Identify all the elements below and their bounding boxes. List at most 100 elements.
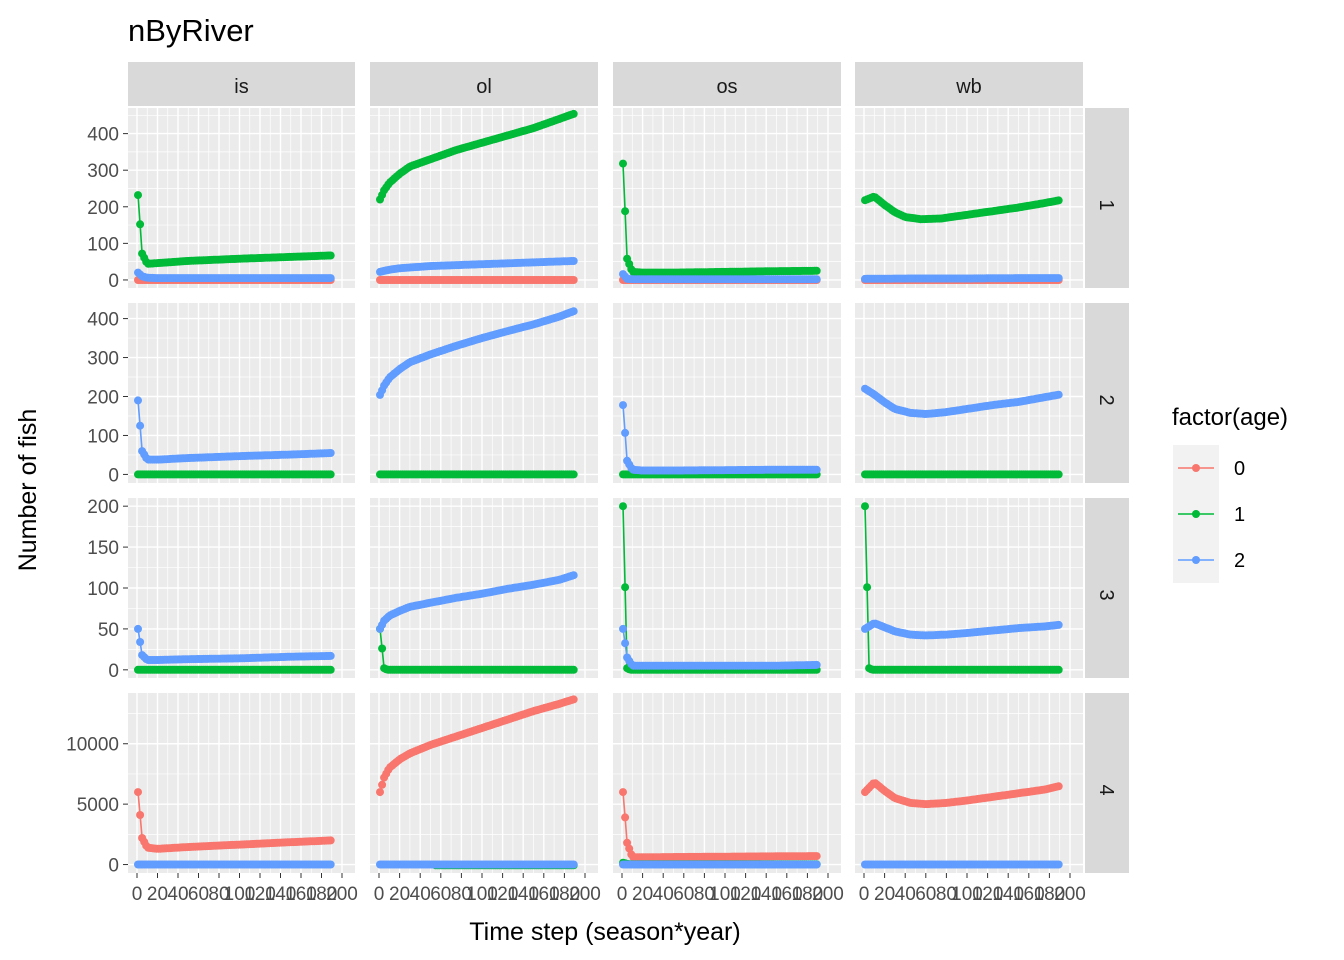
legend-key-point [1192,510,1200,518]
x-tick-label: 180 [549,884,581,905]
series-age-2 [861,384,1063,418]
x-tick-label: 100 [224,884,256,905]
x-tick-label: 180 [1034,884,1066,905]
data-point [326,651,335,660]
row-strip-4 [1085,693,1129,873]
x-tick-label: 140 [992,884,1024,905]
x-tick-label: 100 [709,884,741,905]
x-tick-label: 200 [812,884,844,905]
x-tick-label: 100 [466,884,498,905]
y-tick-label: 100 [87,579,119,600]
panel-2-wb [855,303,1083,483]
panel-background [370,693,598,873]
data-point [326,665,335,674]
series-age-1 [134,665,335,674]
data-point [812,465,821,474]
y-tick-label: 400 [87,125,119,146]
x-tick-label: 120 [730,884,762,905]
series-age-2 [134,268,335,283]
x-tick-label: 0 [617,884,628,905]
data-point [621,207,630,216]
data-point [376,788,384,797]
data-point [1054,620,1063,629]
data-point [136,220,145,229]
series-age-1 [134,470,335,479]
data-point [621,583,630,592]
y-tick-label: 5000 [77,795,119,816]
data-point [812,266,821,275]
series-age-2 [619,401,821,475]
data-point [378,780,387,789]
x-tick-label: 40 [167,884,188,905]
panel-background [855,693,1083,873]
strip-label-wb: wb [955,76,982,98]
y-tick-label: 100 [87,426,119,447]
data-point [569,695,578,704]
x-tick-label: 80 [451,884,472,905]
series-age-1 [376,109,578,204]
x-tick-label: 60 [430,884,451,905]
data-point [861,502,869,511]
legend: factor(age) 0 1 2 [1172,404,1288,583]
panel-1-is [128,108,355,288]
panel-2-os [613,303,841,483]
panel-3-ol [370,498,598,678]
x-tick-label: 40 [653,884,674,905]
panel-2-ol [370,303,598,483]
x-tick-label: 120 [487,884,519,905]
series-age-1 [376,624,578,674]
legend-item-2: 2 [1173,537,1245,583]
series-age-2 [619,624,821,670]
data-point [1054,196,1063,205]
strip-os [613,62,841,106]
data-point [619,624,627,633]
x-tick-label: 20 [389,884,410,905]
row-strip-label-4: 4 [1095,784,1117,795]
panel-3-os [613,498,841,678]
panel-3-wb [855,498,1083,678]
panel-3-is [128,498,355,678]
series-age-2 [861,619,1063,640]
data-point [569,665,578,674]
legend-label: 0 [1234,458,1245,480]
x-tick-label: 20 [874,884,895,905]
series-age-1 [376,470,578,479]
y-tick-label: 100 [87,234,119,255]
panel-1-ol [370,108,598,288]
y-tick-label: 300 [87,349,119,370]
x-tick-label: 140 [507,884,539,905]
series-age-1 [134,191,335,268]
data-point [812,852,821,861]
y-tick-label: 0 [108,661,119,682]
series-age-2 [134,624,335,664]
series-age-1 [861,192,1063,224]
y-tick-label: 10000 [66,735,119,756]
series-age-1 [619,159,821,277]
series-age-0 [134,788,335,853]
x-tick-label: 40 [410,884,431,905]
panel-background [855,303,1083,483]
x-tick-label: 20 [147,884,168,905]
data-point [326,860,335,869]
x-tick-label: 80 [936,884,957,905]
data-point [326,251,335,260]
series-age-2 [376,307,578,399]
x-tick-label: 140 [750,884,782,905]
strip-wb [855,62,1083,106]
data-point [1054,782,1063,791]
x-tick-label: 160 [528,884,560,905]
data-point [621,639,630,648]
data-point [619,502,627,511]
legend-item-1: 1 [1173,491,1245,537]
series-age-2 [861,860,1063,869]
series-age-1 [861,502,1063,674]
x-tick-label: 80 [694,884,715,905]
chart-title: nByRiver [128,13,254,48]
x-tick-label: 0 [132,884,143,905]
data-point [134,624,142,633]
data-point [134,788,142,797]
data-point [619,788,627,797]
strip-label-os: os [716,76,737,98]
panel-background [613,303,841,483]
x-tick-label: 160 [1013,884,1045,905]
